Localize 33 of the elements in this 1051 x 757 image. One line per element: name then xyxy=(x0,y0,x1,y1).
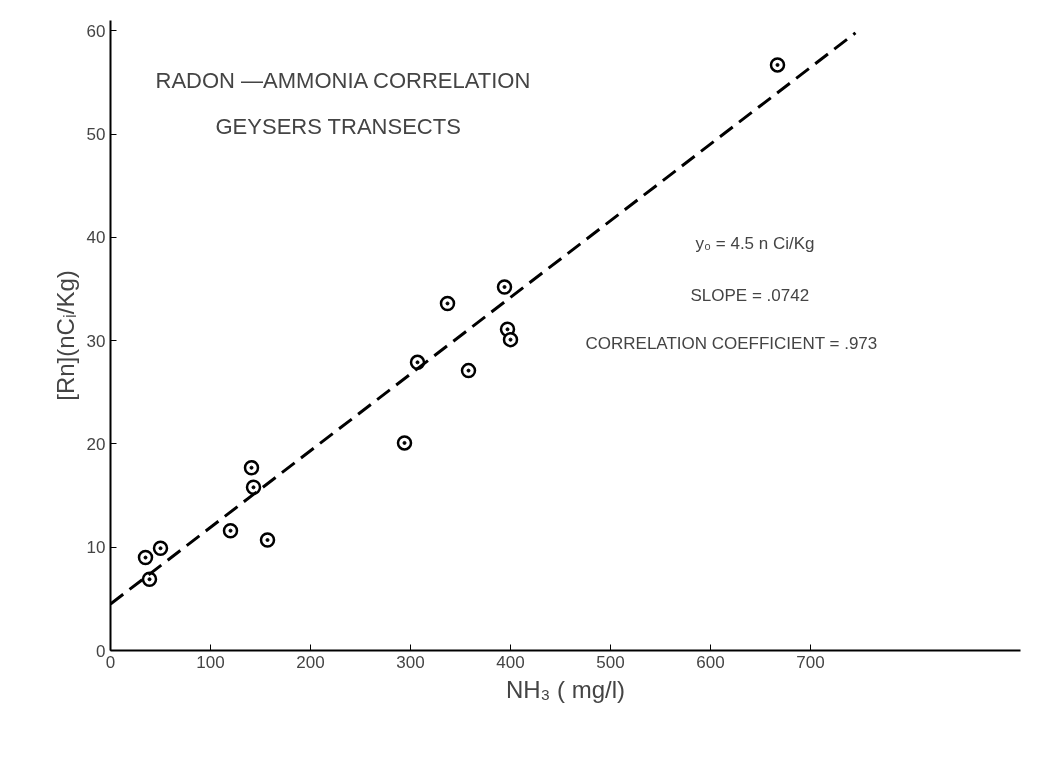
y-axis-title: [Rn](nCᵢ/Kg) xyxy=(51,270,79,401)
point xyxy=(243,459,260,476)
x-tick-label: 400 xyxy=(496,652,525,672)
y-tick-label: 40 xyxy=(86,228,106,248)
point xyxy=(141,571,158,587)
point xyxy=(460,362,477,379)
y-tick-label: 60 xyxy=(86,21,106,41)
point xyxy=(152,540,169,556)
point xyxy=(222,522,239,539)
point xyxy=(245,479,262,496)
x-tick-label: 600 xyxy=(696,652,725,672)
x-tick-label: 200 xyxy=(296,652,325,672)
point xyxy=(259,532,276,548)
x-tick-label: 700 xyxy=(796,652,825,672)
point xyxy=(137,549,154,566)
text: GEYSERS TRANSECTS xyxy=(215,114,461,140)
text: RADON —AMMONIA CORRELATION xyxy=(155,67,531,93)
annotation: SLOPE = .0742 xyxy=(690,285,810,305)
y-tick-label: 30 xyxy=(86,331,106,351)
x-tick-label: 300 xyxy=(396,652,425,672)
point xyxy=(502,331,519,348)
x-axis-title: NH₃ ( mg/l) xyxy=(505,675,626,703)
x-tick-label: 100 xyxy=(196,652,225,672)
annotation: y₀ = 4.5 n Ci/Kg xyxy=(695,233,815,253)
x-tick-label: 500 xyxy=(596,652,625,672)
annotation: CORRELATION COEFFICIENT = .973 xyxy=(585,334,878,354)
point xyxy=(769,57,786,73)
y-tick-label: 20 xyxy=(86,434,106,454)
point xyxy=(439,295,456,312)
point xyxy=(496,279,513,295)
y-tick-label: 10 xyxy=(86,538,106,558)
point xyxy=(396,435,413,451)
y-tick-label: 50 xyxy=(86,125,106,145)
